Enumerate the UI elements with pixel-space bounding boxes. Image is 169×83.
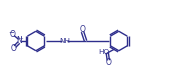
Text: +: + [19, 36, 23, 41]
Text: HO: HO [98, 49, 109, 55]
Text: N: N [17, 36, 22, 45]
Text: NH: NH [59, 38, 70, 44]
Text: −: − [8, 30, 14, 36]
Text: O: O [80, 25, 86, 34]
Text: O: O [11, 44, 17, 53]
Text: O: O [105, 58, 111, 67]
Text: O: O [10, 30, 15, 39]
